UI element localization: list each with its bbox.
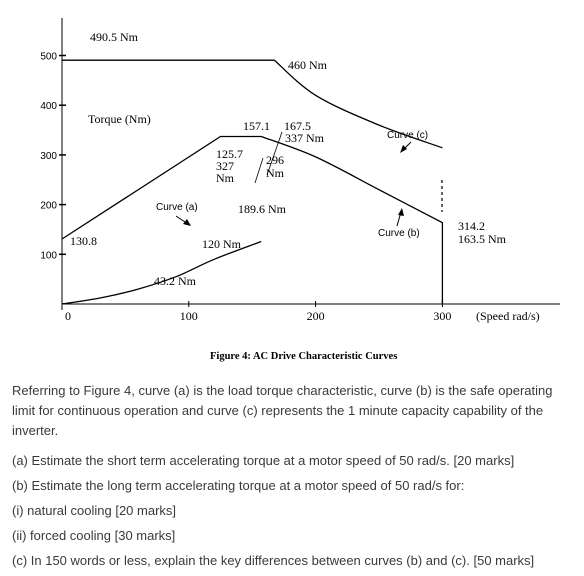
curve-a-arrow-icon [175,215,191,226]
leader-296 [254,157,264,184]
label-337: 337 Nm [285,131,325,145]
label-327-unit: Nm [216,171,235,185]
label-296: 296 [266,153,284,167]
axis-ticks: 100 200 300 400 500 0 100 200 300 [40,52,451,324]
label-314-2: 314.2 [458,219,485,233]
question-c: (c) In 150 words or less, explain the ke… [12,553,535,568]
curve-b-arrow-icon [396,208,404,227]
x-tick-label-200: 200 [307,309,325,323]
question-b-ii: (ii) forced cooling [30 marks] [12,528,176,543]
curve-b-label: Curve (b) [378,228,420,239]
question-b-i: (i) natural cooling [20 marks] [12,503,177,518]
question-b: (b) Estimate the long term accelerating … [12,478,465,493]
curve-a-line [61,240,262,305]
label-167-5: 167.5 [284,119,311,133]
y-tick-label-400: 400 [40,101,57,112]
y-tick-label-100: 100 [40,250,57,261]
curve-c-line [62,59,443,149]
label-189-6: 189.6 Nm [238,202,287,216]
x-tick-label-300: 300 [433,309,451,323]
label-43-2: 43.2 Nm [154,274,197,288]
y-tick-label-300: 300 [40,151,57,162]
label-157-1: 157.1 [243,119,270,133]
curve-c-arrow-icon [400,141,412,153]
label-460: 460 Nm [288,58,328,72]
x-tick-label-100: 100 [180,309,198,323]
label-130-8: 130.8 [70,234,97,248]
question-text: Referring to Figure 4, curve (a) is the … [12,381,574,576]
question-intro: Referring to Figure 4, curve (a) is the … [12,383,553,438]
curve-b-line [61,135,444,304]
curve-a-label: Curve (a) [156,202,198,213]
y-tick-label-500: 500 [40,52,57,63]
label-125-7: 125.7 [216,147,243,161]
x-tick-label-0: 0 [65,309,71,323]
question-a: (a) Estimate the short term accelerating… [12,453,515,468]
figure-caption: Figure 4: AC Drive Characteristic Curves [210,351,397,362]
label-490-5: 490.5 Nm [90,30,139,44]
y-tick-label-200: 200 [40,201,57,212]
label-120: 120 Nm [202,237,242,251]
label-163-5: 163.5 Nm [458,232,507,246]
curve-c-label: Curve (c) [387,130,428,141]
leader-167-5 [266,131,283,176]
x-axis-label: (Speed rad/s) [476,309,540,323]
label-296-unit: Nm [266,166,285,180]
y-axis-label: Torque (Nm) [88,112,151,126]
label-327: 327 [216,159,234,173]
drive-characteristic-chart: 100 200 300 400 500 0 100 200 300 490.5 Nm 460 N… [40,18,560,362]
